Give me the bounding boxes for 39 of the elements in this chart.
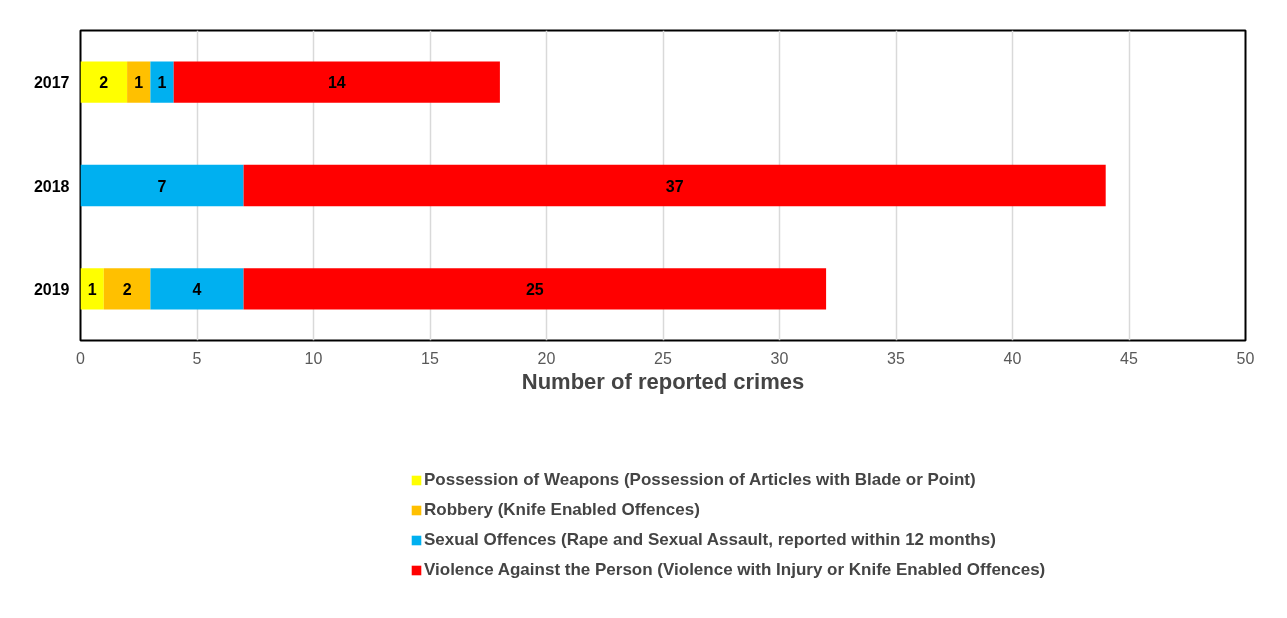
bar <box>243 268 827 310</box>
bar <box>243 164 1106 207</box>
x-axis-title: Number of reported crimes <box>521 368 805 394</box>
data-label: 14 <box>327 74 346 92</box>
data-label: 25 <box>525 280 544 298</box>
legend-label: Violence Against the Person (Violence with Injury or Knife Enabled Offences) <box>424 560 1046 580</box>
bar <box>103 268 151 310</box>
y-tick-label: 2018 <box>33 177 70 195</box>
bar <box>80 164 244 207</box>
x-tick-label: 35 <box>887 349 905 367</box>
legend-label: Sexual Offences (Rape and Sexual Assault, reported within 12 months) <box>424 530 996 550</box>
data-label: 1 <box>134 74 144 92</box>
x-tick-label: 10 <box>304 349 323 367</box>
x-tick-label: 50 <box>1236 349 1255 367</box>
x-tick-label: 5 <box>192 349 202 367</box>
x-tick-label: 25 <box>654 349 672 367</box>
x-tick-label: 15 <box>421 349 439 367</box>
data-label: 4 <box>192 280 202 298</box>
bar <box>173 61 500 103</box>
bar <box>127 61 151 103</box>
data-label: 1 <box>87 280 97 298</box>
bar <box>150 268 244 310</box>
y-tick-label: 2017 <box>33 74 70 92</box>
legend-label: Possession of Weapons (Possession of Articles with Blade or Point) <box>424 470 976 490</box>
x-tick-label: 30 <box>770 349 789 367</box>
x-tick-label: 40 <box>1003 349 1022 367</box>
bar <box>80 268 104 310</box>
x-tick-label: 0 <box>76 349 86 367</box>
data-label: 37 <box>665 177 684 195</box>
legend-label: Robbery (Knife Enabled Offences) <box>424 500 700 520</box>
x-tick-label: 45 <box>1120 349 1138 367</box>
bar <box>80 61 128 103</box>
x-tick-label: 20 <box>537 349 556 367</box>
data-label: 2 <box>122 280 132 298</box>
bar <box>150 61 174 103</box>
data-label: 2 <box>99 74 109 92</box>
data-label: 7 <box>157 177 167 195</box>
data-label: 1 <box>157 74 167 92</box>
y-tick-label: 2019 <box>33 280 70 298</box>
